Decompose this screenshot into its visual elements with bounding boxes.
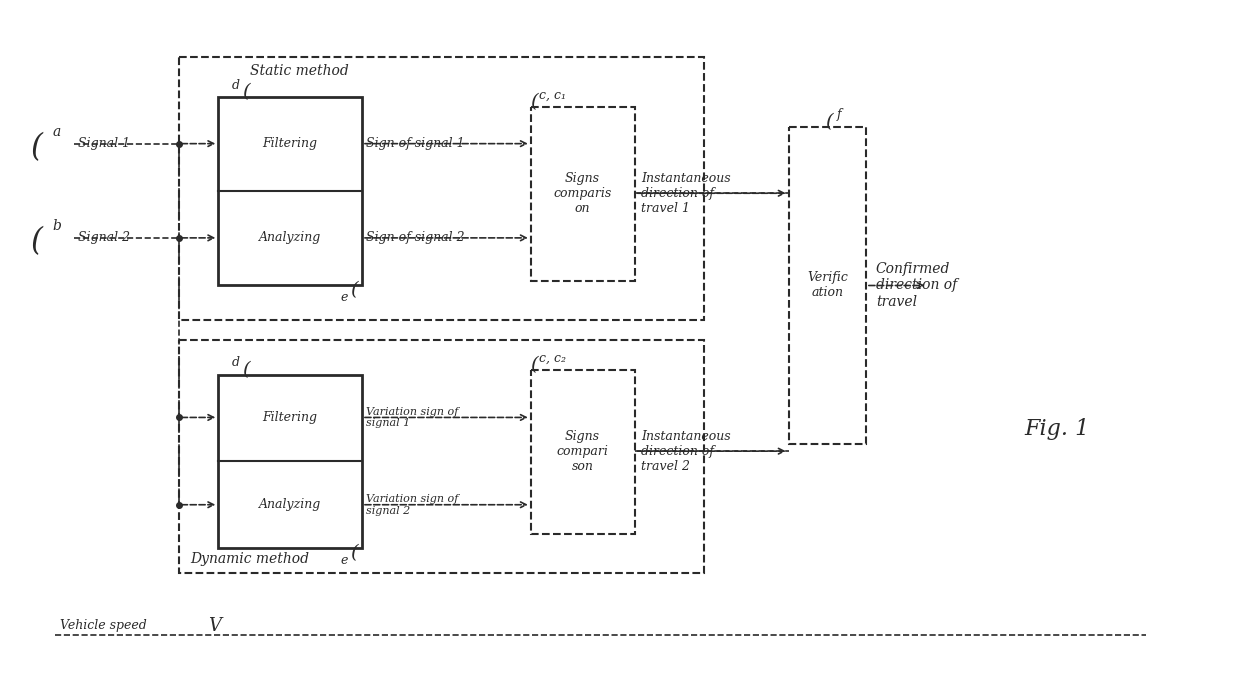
Text: Variation sign of
signal 2: Variation sign of signal 2	[366, 494, 458, 516]
Text: Confirmed
direction of
travel: Confirmed direction of travel	[876, 262, 958, 309]
Text: Sign of signal 2: Sign of signal 2	[366, 231, 465, 245]
Text: c, c₁: c, c₁	[539, 88, 566, 101]
Text: (: (	[825, 113, 833, 131]
Text: Dynamic method: Dynamic method	[191, 553, 310, 566]
Bar	[789, 126, 866, 444]
Bar	[218, 375, 362, 548]
Text: (: (	[351, 544, 358, 562]
Text: Sign of signal 1: Sign of signal 1	[366, 137, 465, 150]
Text: (: (	[31, 227, 42, 257]
Text: Instantaneous
direction of
travel 1: Instantaneous direction of travel 1	[641, 172, 731, 215]
Text: (: (	[242, 83, 250, 101]
Text: Variation sign of
signal 1: Variation sign of signal 1	[366, 407, 458, 428]
Text: b: b	[52, 219, 61, 233]
Bar	[178, 340, 704, 573]
Text: (: (	[242, 361, 250, 379]
Text: Fig. 1: Fig. 1	[1023, 418, 1089, 441]
Text: Analyzing: Analyzing	[259, 498, 321, 512]
Bar	[218, 97, 362, 286]
Text: Analyzing: Analyzing	[259, 231, 321, 245]
Text: c, c₂: c, c₂	[539, 352, 566, 364]
Text: (: (	[530, 356, 538, 374]
Text: (: (	[530, 93, 538, 111]
Text: Signs
comparis
on: Signs comparis on	[553, 172, 611, 215]
Text: Filtering: Filtering	[263, 411, 317, 424]
Text: e: e	[341, 554, 348, 567]
Text: a: a	[52, 124, 61, 139]
Text: Signs
compari
son: Signs compari son	[556, 430, 608, 473]
Text: e: e	[341, 291, 348, 304]
Bar	[530, 370, 634, 534]
Text: Instantaneous
direction of
travel 2: Instantaneous direction of travel 2	[641, 430, 731, 473]
Text: Filtering: Filtering	[263, 137, 317, 150]
Text: V: V	[208, 616, 222, 635]
Text: (: (	[351, 281, 358, 300]
Text: d: d	[232, 357, 240, 369]
Text: d: d	[232, 79, 240, 92]
Text: Vehicle speed: Vehicle speed	[59, 619, 146, 632]
Bar	[530, 107, 634, 281]
Text: f: f	[836, 108, 841, 122]
Text: Signal 1: Signal 1	[78, 137, 130, 150]
Text: Verific
ation: Verific ation	[807, 272, 847, 300]
Text: (: (	[31, 132, 42, 163]
Bar	[178, 58, 704, 320]
Text: Signal 2: Signal 2	[78, 231, 130, 245]
Text: Static method: Static method	[250, 64, 348, 79]
